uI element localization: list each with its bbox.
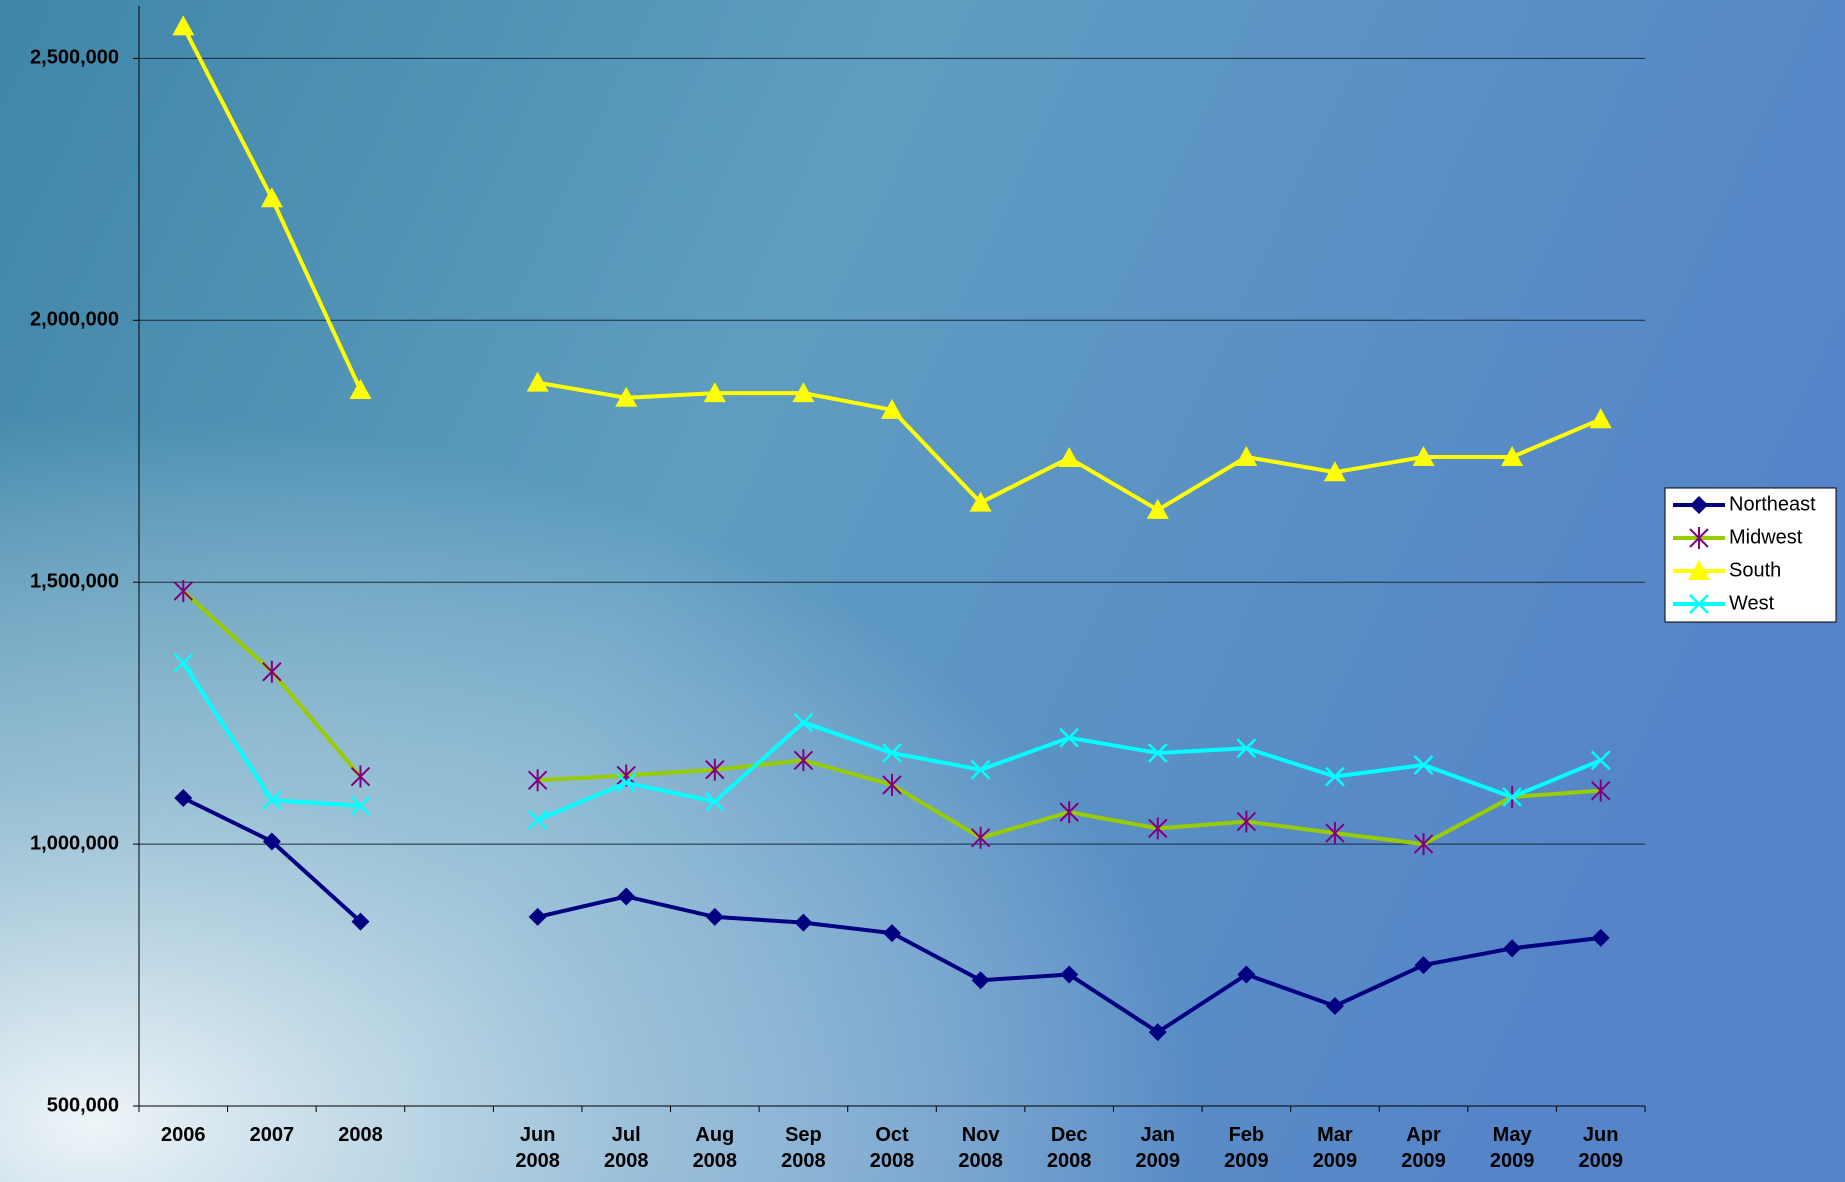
data-point xyxy=(1148,1023,1167,1042)
data-point xyxy=(1058,447,1081,468)
data-point xyxy=(704,791,725,812)
data-point xyxy=(1591,928,1610,947)
data-point xyxy=(1414,956,1433,975)
data-point xyxy=(1236,810,1257,833)
data-point xyxy=(794,913,813,932)
x-tick-label: Apr 2009 xyxy=(1401,1124,1446,1172)
data-point xyxy=(793,712,814,733)
x-tick-label: Dec 2008 xyxy=(1047,1124,1092,1172)
legend-marker xyxy=(1688,560,1710,580)
data-point xyxy=(1502,787,1523,807)
data-point xyxy=(262,660,282,683)
y-tick-label: 1,500,000 xyxy=(30,570,119,592)
data-point xyxy=(173,580,194,603)
x-tick-label: Jun 2009 xyxy=(1578,1124,1623,1172)
data-point xyxy=(527,810,548,830)
data-point xyxy=(172,15,195,36)
x-tick-label: Oct 2008 xyxy=(870,1124,915,1172)
data-point xyxy=(882,743,902,763)
data-point xyxy=(970,759,991,780)
data-point xyxy=(703,382,726,403)
data-point xyxy=(1412,446,1435,466)
legend-marker xyxy=(1690,496,1708,514)
y-tick-label: 2,500,000 xyxy=(30,47,119,69)
x-tick-label: Jul 2008 xyxy=(604,1124,649,1172)
data-point xyxy=(705,907,724,926)
data-point xyxy=(1503,939,1522,958)
y-tick-label: 500,000 xyxy=(47,1094,119,1116)
data-point xyxy=(351,912,370,931)
data-point xyxy=(1147,743,1168,763)
data-point xyxy=(792,382,815,403)
data-point xyxy=(174,789,193,807)
data-point xyxy=(616,772,637,793)
data-point xyxy=(1148,817,1168,840)
x-tick-label: Jun 2008 xyxy=(515,1124,560,1172)
x-tick-label: 2008 xyxy=(338,1124,383,1146)
x-tick-label: Jan 2009 xyxy=(1136,1124,1181,1172)
data-point xyxy=(971,971,990,990)
data-point xyxy=(1060,965,1079,984)
data-point xyxy=(261,790,282,810)
legend-marker xyxy=(1689,594,1709,614)
legend-marker xyxy=(1689,527,1709,549)
data-point xyxy=(1413,833,1434,856)
data-point xyxy=(705,758,725,781)
legend-label: Midwest xyxy=(1729,526,1803,548)
data-point xyxy=(350,795,371,816)
legend-label: South xyxy=(1729,559,1781,581)
legend: Northeast Midwest South West xyxy=(1664,487,1837,623)
x-tick-label: Feb 2009 xyxy=(1224,1124,1269,1172)
data-point xyxy=(970,826,991,849)
data-point xyxy=(1590,750,1611,771)
data-point xyxy=(350,765,371,788)
data-point xyxy=(1323,461,1346,482)
data-point xyxy=(349,378,372,399)
data-point xyxy=(1589,408,1612,429)
data-point xyxy=(528,907,547,926)
data-point xyxy=(526,371,549,392)
data-point xyxy=(883,924,901,943)
x-tick-label: Mar 2009 xyxy=(1313,1124,1358,1172)
data-point xyxy=(1501,446,1524,466)
y-tick-label: 2,000,000 xyxy=(30,309,119,331)
data-point xyxy=(793,749,814,772)
data-point xyxy=(881,398,903,419)
data-point xyxy=(527,769,548,792)
data-point xyxy=(615,386,638,407)
y-tick-label: 1,000,000 xyxy=(30,832,119,854)
legend-label: West xyxy=(1729,592,1775,614)
data-point xyxy=(1059,801,1079,824)
data-point xyxy=(1325,822,1345,845)
data-point xyxy=(969,491,992,512)
x-tick-label: Aug 2008 xyxy=(693,1124,738,1172)
data-point xyxy=(260,187,283,208)
data-point xyxy=(1325,996,1344,1015)
data-point xyxy=(1591,779,1611,802)
data-point xyxy=(1236,738,1257,759)
x-tick-label: Nov 2008 xyxy=(958,1124,1003,1172)
data-point xyxy=(1146,498,1169,519)
data-point xyxy=(173,652,194,673)
data-point xyxy=(1413,755,1434,775)
data-point xyxy=(1325,766,1345,787)
data-point xyxy=(882,773,902,796)
x-tick-label: 2007 xyxy=(250,1124,295,1146)
data-point xyxy=(262,832,281,851)
data-point xyxy=(1235,446,1258,466)
data-point xyxy=(1059,727,1080,748)
x-tick-label: 2006 xyxy=(161,1124,206,1146)
data-point xyxy=(1237,965,1256,984)
data-point xyxy=(617,887,636,906)
x-tick-label: May 2009 xyxy=(1490,1124,1535,1172)
legend-label: Northeast xyxy=(1729,493,1816,515)
x-tick-label: Sep 2008 xyxy=(781,1124,826,1172)
